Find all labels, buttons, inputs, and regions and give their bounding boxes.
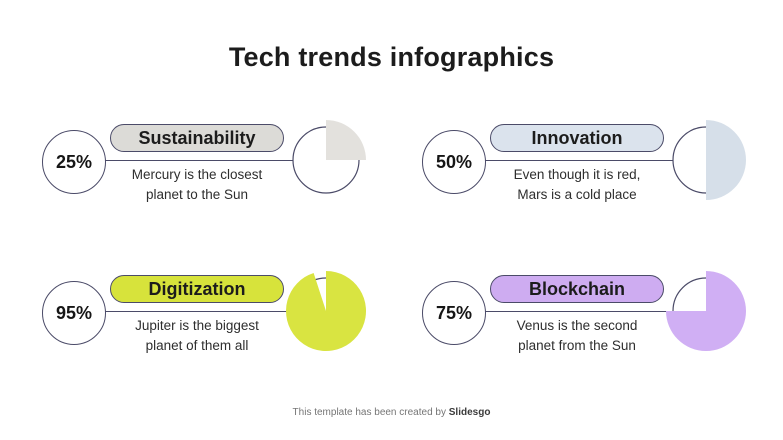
category-pill: Innovation xyxy=(490,124,664,152)
percent-value: 25% xyxy=(55,151,93,172)
connector-line xyxy=(100,311,296,312)
category-label: Blockchain xyxy=(528,278,626,299)
card-description: Mercury is the closest planet to the Sun xyxy=(72,165,322,205)
card-innovation: 50% Innovation Even though it is red, Ma… xyxy=(422,118,762,228)
connector-line xyxy=(100,160,296,161)
card-description: Jupiter is the biggest planet of them al… xyxy=(72,316,322,356)
connector-line xyxy=(480,160,676,161)
category-label: Digitization xyxy=(148,278,246,299)
pie-wedge xyxy=(286,271,367,351)
pie-chart xyxy=(672,120,746,200)
category-pill: Digitization xyxy=(110,275,284,303)
percent-circle: 95% xyxy=(42,281,106,345)
description-line-2: planet from the Sun xyxy=(518,338,636,353)
pie-wedge xyxy=(666,271,746,351)
card-blockchain: 75% Blockchain Venus is the second plane… xyxy=(422,269,762,379)
category-label: Innovation xyxy=(531,127,623,148)
card-digitization: 95% Digitization Jupiter is the biggest … xyxy=(42,269,382,379)
card-sustainability: 25% Sustainability Mercury is the closes… xyxy=(42,118,382,228)
pie-chart xyxy=(286,271,367,351)
description-line-1: Jupiter is the biggest xyxy=(135,318,259,333)
pie-wedge xyxy=(706,120,746,200)
footer-credit: This template has been created by Slides… xyxy=(0,407,783,418)
category-pill: Blockchain xyxy=(490,275,664,303)
description-line-2: planet to the Sun xyxy=(145,187,249,202)
percent-value: 50% xyxy=(435,151,473,172)
percent-circle: 50% xyxy=(422,130,486,194)
connector-line xyxy=(480,311,676,312)
description-line-2: planet of them all xyxy=(145,338,249,353)
footer-brand: Slidesgo xyxy=(448,407,491,418)
description-line-1: Venus is the second xyxy=(516,318,638,333)
percent-value: 95% xyxy=(55,302,93,323)
description-line-1: Even though it is red, xyxy=(513,167,641,182)
category-label: Sustainability xyxy=(138,127,256,148)
pie-wedge xyxy=(326,120,366,160)
pie-chart xyxy=(666,271,746,351)
description-line-2: Mars is a cold place xyxy=(517,187,637,202)
pie-chart xyxy=(292,120,366,194)
percent-value: 75% xyxy=(435,302,473,323)
card-description: Venus is the second planet from the Sun xyxy=(452,316,702,356)
category-pill: Sustainability xyxy=(110,124,284,152)
percent-circle: 25% xyxy=(42,130,106,194)
card-description: Even though it is red, Mars is a cold pl… xyxy=(452,165,702,205)
description-line-1: Mercury is the closest xyxy=(131,167,263,182)
page-title: Tech trends infographics xyxy=(228,42,555,72)
footer-text: This template has been created by xyxy=(292,407,449,418)
percent-circle: 75% xyxy=(422,281,486,345)
